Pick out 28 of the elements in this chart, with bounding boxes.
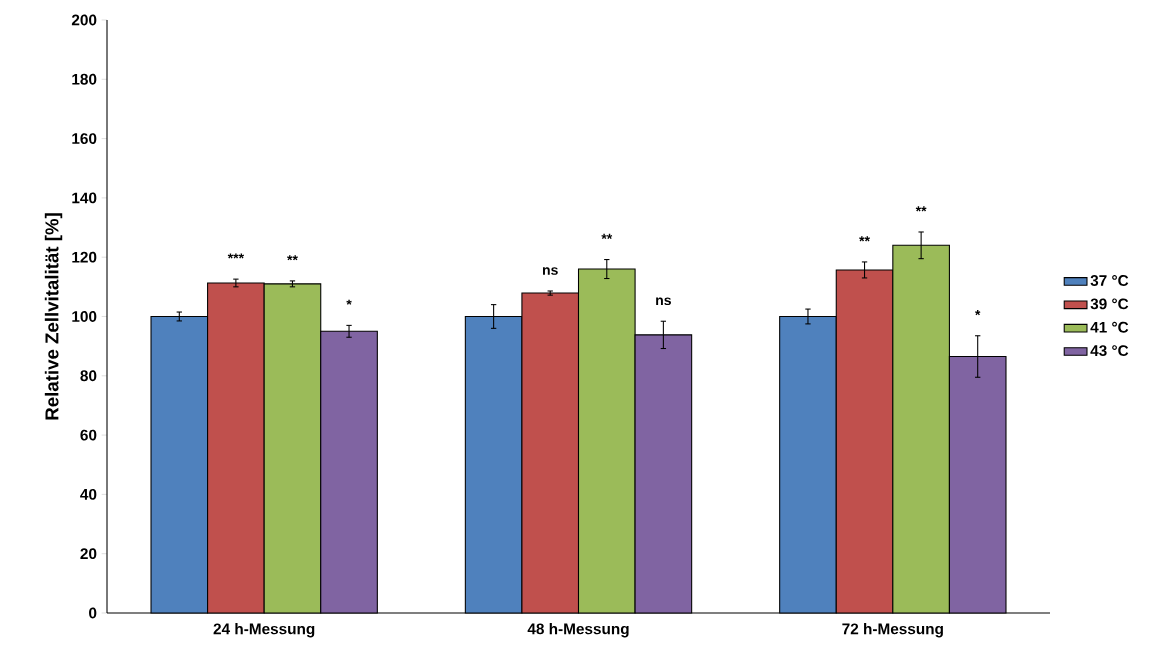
- data-label: **: [859, 236, 870, 242]
- y-tick-label: 60: [80, 429, 97, 441]
- y-tick-label: 160: [72, 133, 97, 145]
- y-tick-label: 180: [72, 73, 97, 85]
- y-tick-label: 140: [72, 192, 97, 204]
- legend-label: 41 °C: [1090, 321, 1129, 333]
- legend-label: 39 °C: [1090, 298, 1129, 310]
- x-tick-label: 24 h-Messung: [213, 623, 315, 638]
- data-label: ***: [227, 253, 245, 259]
- legend-label: 37 °C: [1090, 275, 1129, 286]
- x-tick-label: 72 h-Messung: [842, 623, 943, 638]
- y-axis-title: Relative Zellvitalität [%]: [44, 213, 63, 420]
- y-tick-label: 20: [80, 548, 97, 560]
- data-label: **: [601, 233, 613, 240]
- data-label: *: [975, 310, 981, 316]
- y-tick-label: 80: [80, 370, 97, 382]
- data-label: **: [915, 206, 927, 212]
- y-tick-label: 100: [72, 311, 97, 322]
- legend-label: 43 °C: [1090, 345, 1129, 357]
- data-label: ns: [656, 297, 671, 306]
- y-tick-label: 120: [72, 251, 97, 263]
- y-tick-label: 40: [80, 488, 97, 500]
- x-tick-label: 48 h-Messung: [527, 623, 629, 638]
- data-label: *: [346, 299, 352, 305]
- data-label: **: [287, 255, 298, 261]
- y-tick-label: 0: [89, 607, 97, 619]
- y-tick-label: 200: [71, 14, 97, 26]
- data-label: ns: [542, 267, 558, 275]
